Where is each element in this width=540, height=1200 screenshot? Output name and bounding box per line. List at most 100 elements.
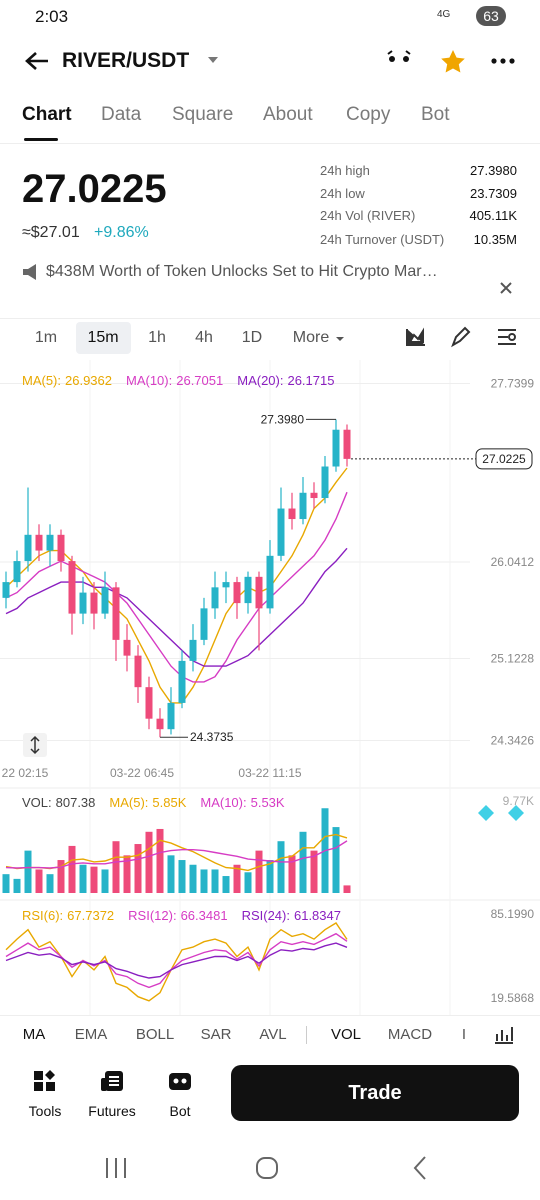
bot-icon[interactable] (168, 1070, 192, 1092)
settings-icon[interactable] (496, 327, 518, 347)
ai-icon[interactable] (386, 50, 416, 74)
candle-body (288, 508, 296, 520)
candle-body (90, 592, 98, 614)
volume-bar (134, 844, 142, 893)
volume-bar (13, 878, 21, 893)
candle-body (266, 555, 274, 609)
chart-type-icon[interactable] (405, 327, 427, 347)
indicator[interactable]: VOL (330, 1026, 362, 1043)
status-network: 4G (437, 9, 451, 20)
stat-label: 24h high (320, 163, 370, 178)
indicator[interactable]: AVL (259, 1026, 287, 1043)
volume-bar (266, 860, 274, 893)
legend-name: RSI(6): (22, 908, 63, 923)
candle-body (343, 429, 351, 459)
more-menu[interactable] (491, 58, 517, 64)
news-headline[interactable]: $438M Worth of Token Unlocks Set to Hit … (46, 263, 438, 280)
volume-bar (211, 869, 219, 893)
stat-value: 23.7309 (470, 186, 517, 201)
system-nav (106, 1156, 426, 1180)
volume-ma-line (5, 833, 348, 872)
interval[interactable]: 1h (148, 329, 166, 346)
ma-line (5, 467, 348, 704)
indicator[interactable]: BOLL (135, 1026, 175, 1043)
news-close[interactable] (500, 282, 512, 294)
floating-widget (478, 805, 524, 821)
y-tick-label: 26.0412 (491, 555, 535, 569)
volume-bar (156, 828, 164, 893)
pair-title[interactable]: RIVER/USDT (62, 49, 190, 72)
legend-value: 26.7051 (176, 373, 223, 388)
status-time: 2:03 (35, 7, 69, 26)
price-change: +9.86% (94, 224, 149, 241)
volume-bar (90, 866, 98, 893)
draw-icon[interactable] (450, 326, 472, 348)
stat-value: 10.35M (473, 232, 517, 247)
interval[interactable]: 1D (241, 329, 263, 346)
volume-bar (46, 874, 54, 893)
volume-bar (167, 855, 175, 893)
legend-value: 67.7372 (67, 908, 114, 923)
interval[interactable]: 1m (34, 329, 58, 346)
pair-caret[interactable] (207, 56, 219, 64)
last-price-label: 27.0225 (482, 452, 526, 466)
interval[interactable]: 4h (195, 329, 213, 346)
volume-bar (255, 850, 263, 893)
tab-chart[interactable]: Chart (22, 104, 72, 125)
interval-more[interactable]: More (292, 329, 330, 346)
stat-value: 27.3980 (470, 163, 517, 178)
x-tick-label: 22 02:15 (2, 766, 49, 780)
tab-about[interactable]: About (263, 104, 313, 125)
tab-copy[interactable]: Copy (346, 104, 391, 125)
indicator[interactable]: MA (22, 1026, 46, 1043)
legend-name: MA(20): (237, 373, 283, 388)
legend-value: 26.1715 (287, 373, 334, 388)
tab-bot[interactable]: Bot (421, 104, 450, 125)
indicator-settings[interactable] (493, 1025, 515, 1045)
y-tick-label: 9.77K (503, 794, 534, 808)
tab-data[interactable]: Data (101, 104, 142, 125)
legend-name: RSI(24): (242, 908, 290, 923)
nav-tools[interactable]: Tools (28, 1103, 62, 1119)
divider (0, 143, 540, 144)
tools-icon[interactable] (33, 1070, 57, 1092)
volume-bar (79, 864, 87, 893)
separator (306, 1026, 307, 1044)
favorite-star[interactable] (440, 49, 466, 73)
volume-bar (299, 831, 307, 893)
candle-body (310, 492, 318, 499)
tab-square[interactable]: Square (172, 104, 234, 125)
candle-body (200, 608, 208, 640)
futures-icon[interactable] (100, 1070, 124, 1092)
indicator[interactable]: EMA (74, 1026, 108, 1043)
candle-body (46, 534, 54, 551)
nav-bot[interactable]: Bot (169, 1103, 191, 1119)
candle-body (112, 587, 120, 640)
legend-name: VOL: (22, 795, 52, 810)
y-tick-label: 19.5868 (491, 991, 535, 1005)
back-button[interactable] (24, 50, 50, 72)
legend-value: 5.53K (251, 795, 285, 810)
candle-body (156, 718, 164, 730)
legend-value: 66.3481 (181, 908, 228, 923)
ma-line (5, 547, 348, 667)
divider (0, 1015, 540, 1016)
nav-futures[interactable]: Futures (88, 1103, 136, 1119)
interval-selected[interactable]: 15m (87, 329, 119, 346)
indicator[interactable]: SAR (200, 1026, 232, 1043)
legend-value: 807.38 (56, 795, 96, 810)
more-caret (336, 337, 344, 341)
indicator[interactable]: I (461, 1026, 467, 1043)
volume-bar (233, 864, 241, 893)
candle-body (101, 587, 109, 614)
last-price: 27.0225 (22, 167, 167, 211)
trade-button[interactable]: Trade (231, 1065, 519, 1121)
volume-bar (101, 869, 109, 893)
candle-body (321, 466, 329, 499)
candle-body (167, 702, 175, 730)
legend-name: RSI(12): (128, 908, 176, 923)
indicator[interactable]: MACD (387, 1026, 433, 1043)
y-tick-label: 25.1228 (491, 652, 535, 666)
ma-line (5, 491, 348, 683)
